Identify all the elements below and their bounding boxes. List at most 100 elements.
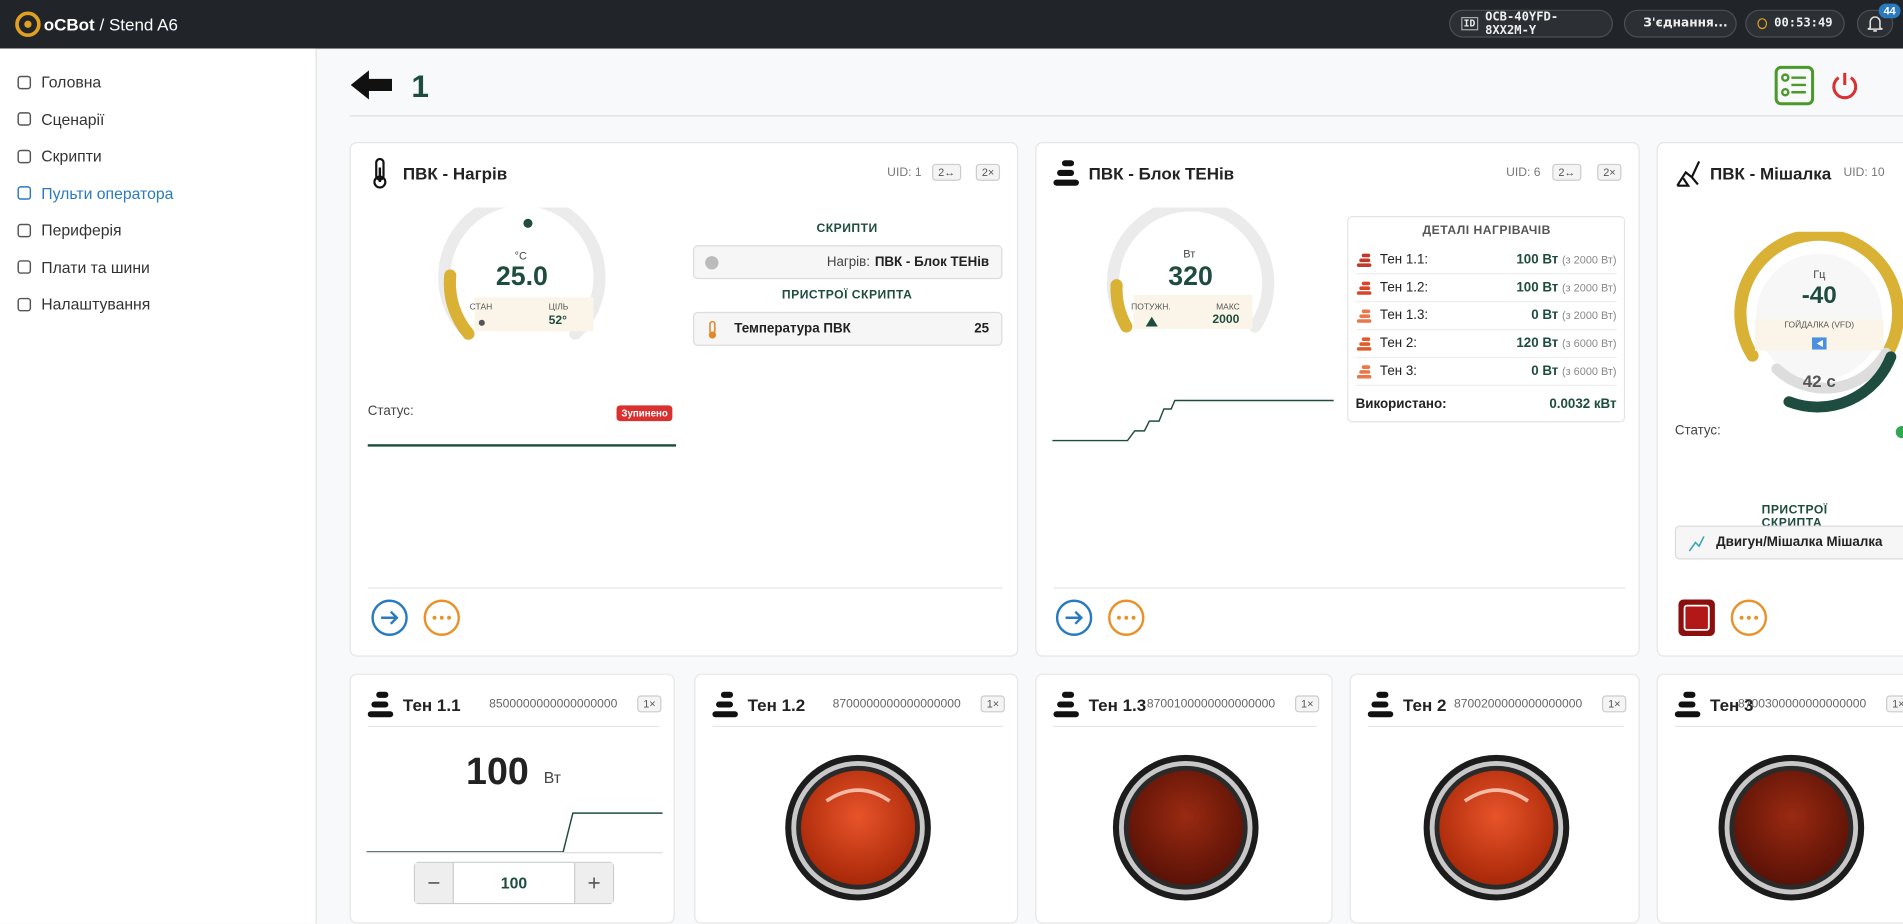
device-icon <box>708 320 717 339</box>
heater-mini-icon <box>1356 337 1372 351</box>
device-id-pill[interactable]: ID OCB-40YFD-8XX2M-Y <box>1449 9 1613 38</box>
nav-item[interactable]: Сценарії <box>17 110 104 128</box>
heater-icon <box>1053 691 1079 718</box>
stop-button[interactable] <box>1677 598 1716 637</box>
badge[interactable]: 1× <box>1602 695 1627 713</box>
nav-item[interactable]: Головна <box>17 73 101 91</box>
shape <box>17 186 32 200</box>
shape <box>1359 286 1371 291</box>
badge[interactable]: 1× <box>637 695 662 713</box>
script-label: Нагрів: <box>826 254 870 270</box>
nav-label: Плати та шини <box>41 257 150 277</box>
more-button[interactable] <box>422 598 461 637</box>
timer-pill[interactable]: 00:53:49 <box>1745 9 1845 38</box>
shape <box>1361 337 1371 342</box>
open-button[interactable] <box>370 598 409 637</box>
badge[interactable]: 2× <box>1597 163 1622 181</box>
badge[interactable]: 1× <box>1294 695 1320 713</box>
nav-item[interactable]: Налаштування <box>17 295 150 313</box>
shape <box>1361 365 1371 369</box>
minus-button[interactable] <box>415 862 454 903</box>
shape <box>1361 281 1371 286</box>
shape <box>824 788 891 803</box>
nav-item[interactable]: Пульти оператора <box>17 184 173 202</box>
shape <box>1463 788 1529 803</box>
detail-note: (з 6000 Вт) <box>1561 365 1617 378</box>
badge[interactable]: 2↔ <box>1552 163 1582 181</box>
nav-icon <box>17 112 32 126</box>
gauge <box>1734 231 1903 413</box>
shape <box>1674 711 1701 718</box>
shape <box>474 297 594 332</box>
shape <box>1438 770 1553 885</box>
detail-row: Тен 2: 120 Вт (з 6000 Вт) <box>1355 330 1617 359</box>
gauge-right-label: МАКС <box>1216 303 1240 312</box>
section-heading: ПРИСТРОЇ СКРИПТА <box>781 288 913 303</box>
shape <box>1678 701 1696 708</box>
script-item[interactable]: Нагрів: ПВК - Блок ТЕНів <box>692 245 1003 280</box>
badge[interactable]: 2↔ <box>932 163 962 181</box>
shape <box>381 610 399 625</box>
gauge-value: -40 <box>1801 282 1837 309</box>
power-button[interactable] <box>1830 70 1859 102</box>
more-button[interactable] <box>1107 598 1146 637</box>
badge[interactable]: 2× <box>975 163 1001 181</box>
shape <box>1110 279 1133 333</box>
divider <box>367 587 1003 589</box>
more-button[interactable] <box>1729 598 1768 637</box>
badge[interactable]: 1× <box>1886 695 1903 713</box>
shape <box>1131 615 1136 620</box>
card-mixer: ПВК - Мішалка UID: 10 Гц -40 ГОЙДАЛКА (V… <box>1656 141 1903 657</box>
divider <box>1674 725 1903 727</box>
shape <box>1676 160 1701 187</box>
open-button[interactable] <box>1055 598 1094 637</box>
shape <box>1057 701 1075 708</box>
shape <box>423 599 460 636</box>
gauge-unit: °C <box>514 250 527 263</box>
gauge-value: 25.0 <box>495 260 548 292</box>
connection-pill[interactable]: З'єднання... <box>1623 9 1737 38</box>
shape <box>1117 615 1121 620</box>
plus-button[interactable] <box>574 862 613 903</box>
nav-icon <box>17 75 32 89</box>
shape <box>443 269 475 340</box>
clock-icon <box>1757 18 1767 30</box>
breadcrumb[interactable]: / Stend A6 <box>99 14 178 34</box>
shape <box>1061 160 1075 167</box>
notifications[interactable] <box>1856 9 1894 38</box>
nav-item[interactable]: Скрипти <box>17 147 102 165</box>
shape <box>1053 179 1079 186</box>
shape <box>1688 536 1705 552</box>
shape <box>1361 309 1371 314</box>
input-value[interactable]: 100 <box>500 873 528 893</box>
connection: З'єднання... <box>1643 16 1728 31</box>
gauge-right-value: 2000 <box>1212 313 1240 327</box>
heater-id: 8700300000000000000 <box>1737 697 1867 712</box>
heater-mini-icon <box>1356 281 1372 295</box>
notification-count: 44 <box>1878 3 1901 19</box>
shape <box>1128 770 1243 885</box>
device-item[interactable]: Температура ПВК 25 <box>692 311 1003 346</box>
back-arrow[interactable] <box>350 69 395 101</box>
sparkline <box>1052 399 1334 442</box>
shape <box>708 331 717 339</box>
heater-icon <box>1674 691 1701 718</box>
device-item[interactable]: Двигун/Мішалка Мішалка <box>1674 525 1903 560</box>
nav-item[interactable]: Периферія <box>17 221 122 239</box>
divider <box>367 725 660 727</box>
shape <box>1683 604 1710 631</box>
detail-note: (з 2000 Вт) <box>1561 309 1617 322</box>
mixer-icon <box>1676 160 1701 187</box>
heater-card: Тен 2 8700200000000000000 1× <box>1349 673 1640 924</box>
card-title: Тен 1.1 <box>402 695 461 715</box>
nav-item[interactable]: Плати та шини <box>17 258 150 276</box>
nav-label: Налаштування <box>41 294 151 314</box>
detail-name: Тен 3: <box>1379 364 1417 379</box>
shape <box>17 297 32 311</box>
used-row: Використано: 0.0032 кВт <box>1356 390 1617 418</box>
badge[interactable]: 1× <box>980 695 1006 713</box>
shape <box>1791 76 1806 94</box>
list-button[interactable] <box>1774 65 1815 106</box>
shape <box>447 615 451 620</box>
